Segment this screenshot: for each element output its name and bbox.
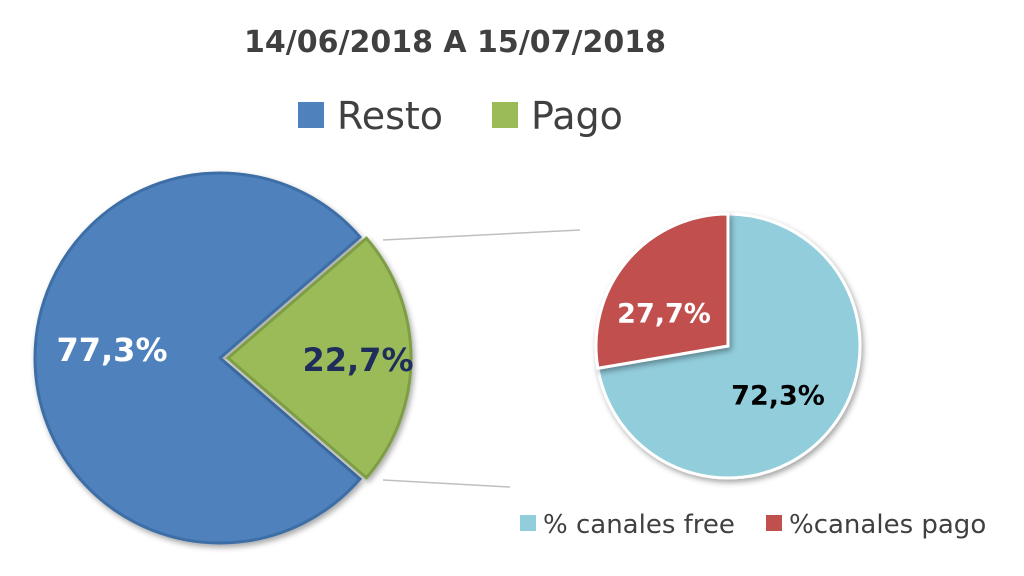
detail-legend: % canales free %canales pago [520,510,986,540]
legend-swatch-canales-free [520,515,536,531]
connector-line-bottom [382,479,511,488]
data-label-resto: 77,3% [56,331,167,369]
legend-label-canales-free: % canales free [543,510,735,540]
main-legend: Resto Pago [298,94,623,138]
pie-slice-pago [225,236,413,480]
legend-label-resto: Resto [337,94,443,138]
legend-swatch-pago [492,102,518,128]
data-label-canales-free: 72,3% [731,381,825,412]
pie-slice-resto [33,171,363,545]
legend-swatch-canales-pago [766,515,782,531]
data-label-canales-pago: 27,7% [617,299,711,330]
chart-title: 14/06/2018 A 15/07/2018 [244,25,666,60]
main-pie: 77,3% 22,7% [33,171,414,545]
legend-swatch-resto [298,102,324,128]
legend-label-pago: Pago [531,94,623,138]
detail-pie: 72,3% 27,7% [594,212,862,480]
legend-label-canales-pago: %canales pago [789,510,986,540]
data-label-pago: 22,7% [302,341,413,379]
connector-line-top [382,229,581,241]
pie-slice-canales-pago [594,212,730,371]
